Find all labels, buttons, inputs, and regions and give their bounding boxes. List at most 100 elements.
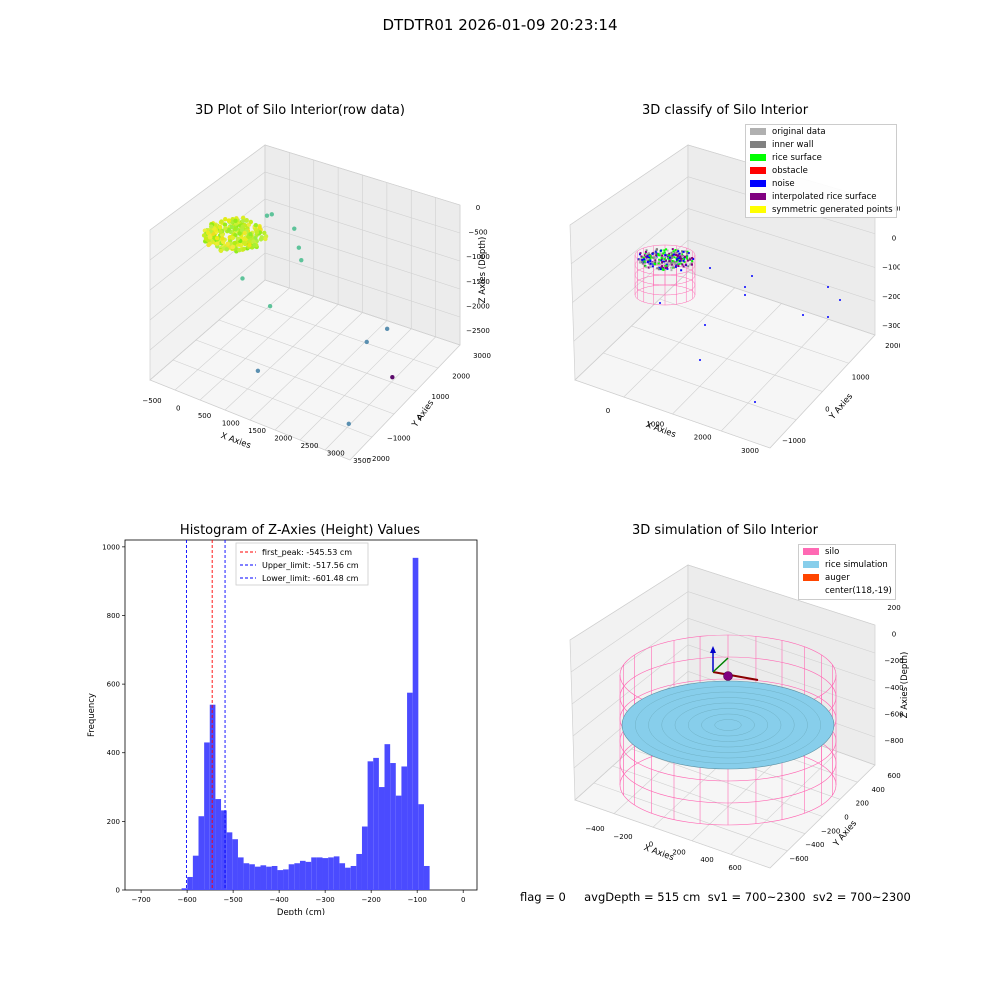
classified-point	[658, 268, 660, 270]
scatter-point	[390, 375, 394, 379]
histogram-bar	[289, 864, 295, 890]
x-tick-label: 0	[461, 896, 465, 904]
histogram-bar	[193, 856, 199, 890]
x-axis-tick-label: 0	[176, 405, 180, 413]
scatter-point	[365, 340, 369, 344]
cluster-point	[223, 217, 227, 221]
classified-point	[672, 260, 674, 262]
scatter-point	[256, 369, 260, 373]
cluster-point	[252, 243, 256, 247]
x-tick-label: −600	[178, 896, 197, 904]
cluster-point	[204, 237, 208, 241]
classified-point	[666, 266, 668, 268]
scatter-point	[240, 276, 244, 280]
classified-point	[647, 261, 649, 263]
legend-swatch	[803, 574, 819, 581]
panel1-3d-scatter: −5000500100015002000250030003500−2000−10…	[130, 130, 510, 470]
x-tick-label: −300	[316, 896, 335, 904]
classified-point	[649, 255, 651, 257]
histogram-bar	[204, 742, 210, 890]
histogram-bar	[418, 804, 424, 890]
cluster-point	[225, 247, 229, 251]
panel4-legend: silo rice simulation auger center(118,-19)	[798, 544, 896, 600]
classified-point	[663, 256, 665, 258]
scatter-point	[265, 213, 269, 217]
legend-label: original data	[772, 127, 826, 137]
classified-point	[656, 248, 658, 250]
classified-point	[677, 250, 679, 252]
histogram-bar	[317, 857, 323, 890]
panel4-title: 3D simulation of Silo Interior	[575, 523, 875, 538]
histogram-bar	[396, 796, 402, 890]
classified-point	[644, 260, 646, 262]
legend-item: rice simulation	[799, 558, 895, 571]
classified-point	[670, 267, 672, 269]
y-tick-label: 800	[107, 612, 120, 620]
histogram-bar	[238, 857, 244, 890]
legend-label: Upper_limit: -517.56 cm	[262, 561, 359, 570]
y-axis-label: Y Axies	[410, 398, 437, 430]
classified-point	[665, 265, 667, 267]
legend-item: rice surface	[746, 151, 896, 164]
cluster-point	[259, 237, 263, 241]
classified-point	[645, 266, 647, 268]
x-tick-label: −700	[131, 896, 150, 904]
histogram-bar	[413, 558, 419, 890]
classified-point	[661, 255, 663, 257]
classified-point	[668, 255, 670, 257]
z-axis-tick-label: −2500	[466, 327, 490, 335]
cluster-point	[223, 226, 227, 230]
classified-point	[662, 252, 664, 254]
legend-item: obstacle	[746, 164, 896, 177]
legend-swatch	[803, 548, 819, 555]
legend-item: auger	[799, 571, 895, 584]
z-axis-label: Z Axies (Depth)	[900, 652, 910, 719]
y-axis-tick-label: −600	[789, 855, 808, 863]
classified-point	[675, 254, 677, 256]
histogram-bar	[277, 870, 283, 890]
classified-point	[682, 255, 684, 257]
classified-point	[639, 261, 641, 263]
cluster-point	[247, 243, 251, 247]
cluster-point	[218, 230, 222, 234]
x-tick-label: −100	[408, 896, 427, 904]
classified-point	[657, 253, 659, 255]
classified-point	[683, 266, 685, 268]
x-axis-tick-label: 3000	[327, 450, 345, 458]
y-axis-label: Y Axies	[827, 391, 855, 422]
cluster-point	[255, 230, 259, 234]
classified-point	[684, 250, 686, 252]
noise-point	[802, 314, 804, 316]
x-axis-label: Depth (cm)	[277, 908, 325, 915]
y-tick-label: 1000	[102, 543, 120, 551]
y-axis-tick-label: −1000	[782, 437, 806, 445]
histogram-bar	[351, 866, 357, 890]
panel2-title: 3D classify of Silo Interior	[575, 103, 875, 118]
classified-point	[671, 256, 673, 258]
x-axis-tick-label: 600	[728, 864, 741, 872]
y-tick-label: 200	[107, 818, 120, 826]
classified-point	[660, 250, 662, 252]
classified-point	[643, 258, 645, 260]
noise-point	[709, 267, 711, 269]
cluster-point	[220, 236, 224, 240]
scatter-point	[385, 327, 389, 331]
histogram-bar	[266, 867, 272, 890]
cluster-point	[230, 225, 234, 229]
classified-point	[672, 250, 674, 252]
cluster-point	[232, 241, 236, 245]
y-tick-label: 600	[107, 681, 120, 689]
classified-point	[652, 265, 654, 267]
x-tick-label: −200	[362, 896, 381, 904]
cluster-point	[231, 236, 235, 240]
histogram-bar	[328, 857, 334, 890]
y-axis-tick-label: 2000	[452, 373, 470, 381]
noise-point	[704, 324, 706, 326]
histogram-bar	[221, 810, 227, 890]
x-tick-label: −500	[224, 896, 243, 904]
cluster-point	[237, 248, 241, 252]
cluster-point	[243, 231, 247, 235]
classified-point	[674, 249, 676, 251]
classified-point	[660, 252, 662, 254]
classified-point	[649, 266, 651, 268]
